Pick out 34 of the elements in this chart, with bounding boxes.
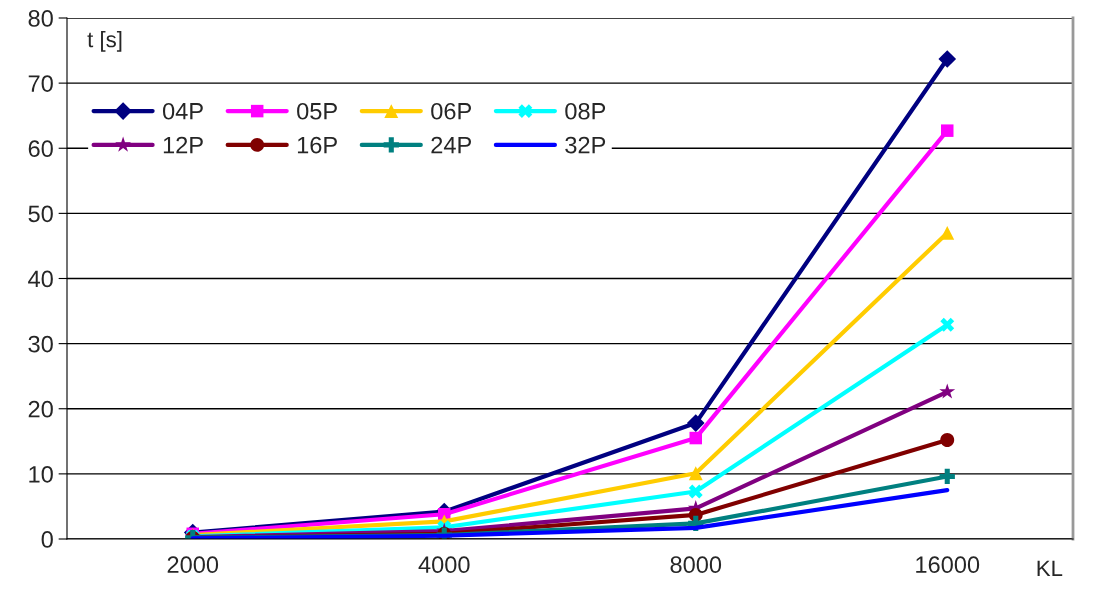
y-tick-label: 70 [28, 75, 53, 92]
y-tick-label: 80 [28, 10, 53, 27]
legend-label: 06P [431, 102, 472, 120]
legend-label: 08P [565, 102, 606, 120]
legend-label: 12P [163, 136, 203, 154]
y-tick-label: 20 [28, 400, 53, 418]
point [940, 225, 955, 240]
legend-label: 16P [297, 136, 337, 154]
x-tick-label: 2000 [167, 556, 219, 574]
x-tick-label: 4000 [418, 556, 470, 574]
x-axis-title: KL [1037, 560, 1063, 576]
y-tick-label: 50 [28, 205, 53, 223]
legend-label: 24P [431, 136, 472, 154]
x-tick-label: 8000 [670, 556, 722, 574]
y-tick-label: 0 [41, 531, 53, 548]
point [939, 468, 955, 485]
point [686, 414, 705, 432]
point [689, 431, 702, 445]
point [940, 317, 955, 332]
legend-label: 32P [565, 136, 606, 154]
legend-label: 04P [162, 102, 203, 120]
y-tick-label: 40 [28, 270, 53, 288]
point [940, 433, 955, 447]
point [688, 466, 703, 481]
point [941, 124, 954, 137]
y-tick-label: 30 [28, 335, 53, 353]
x-tick-label: 16000 [916, 556, 980, 574]
point [938, 50, 957, 68]
legend-label: 05P [297, 102, 337, 120]
y-axis-title: t [s] [87, 31, 122, 52]
y-tick-label: 10 [29, 465, 53, 483]
point [688, 484, 703, 499]
y-tick-label: 60 [28, 140, 53, 158]
point [939, 383, 956, 399]
